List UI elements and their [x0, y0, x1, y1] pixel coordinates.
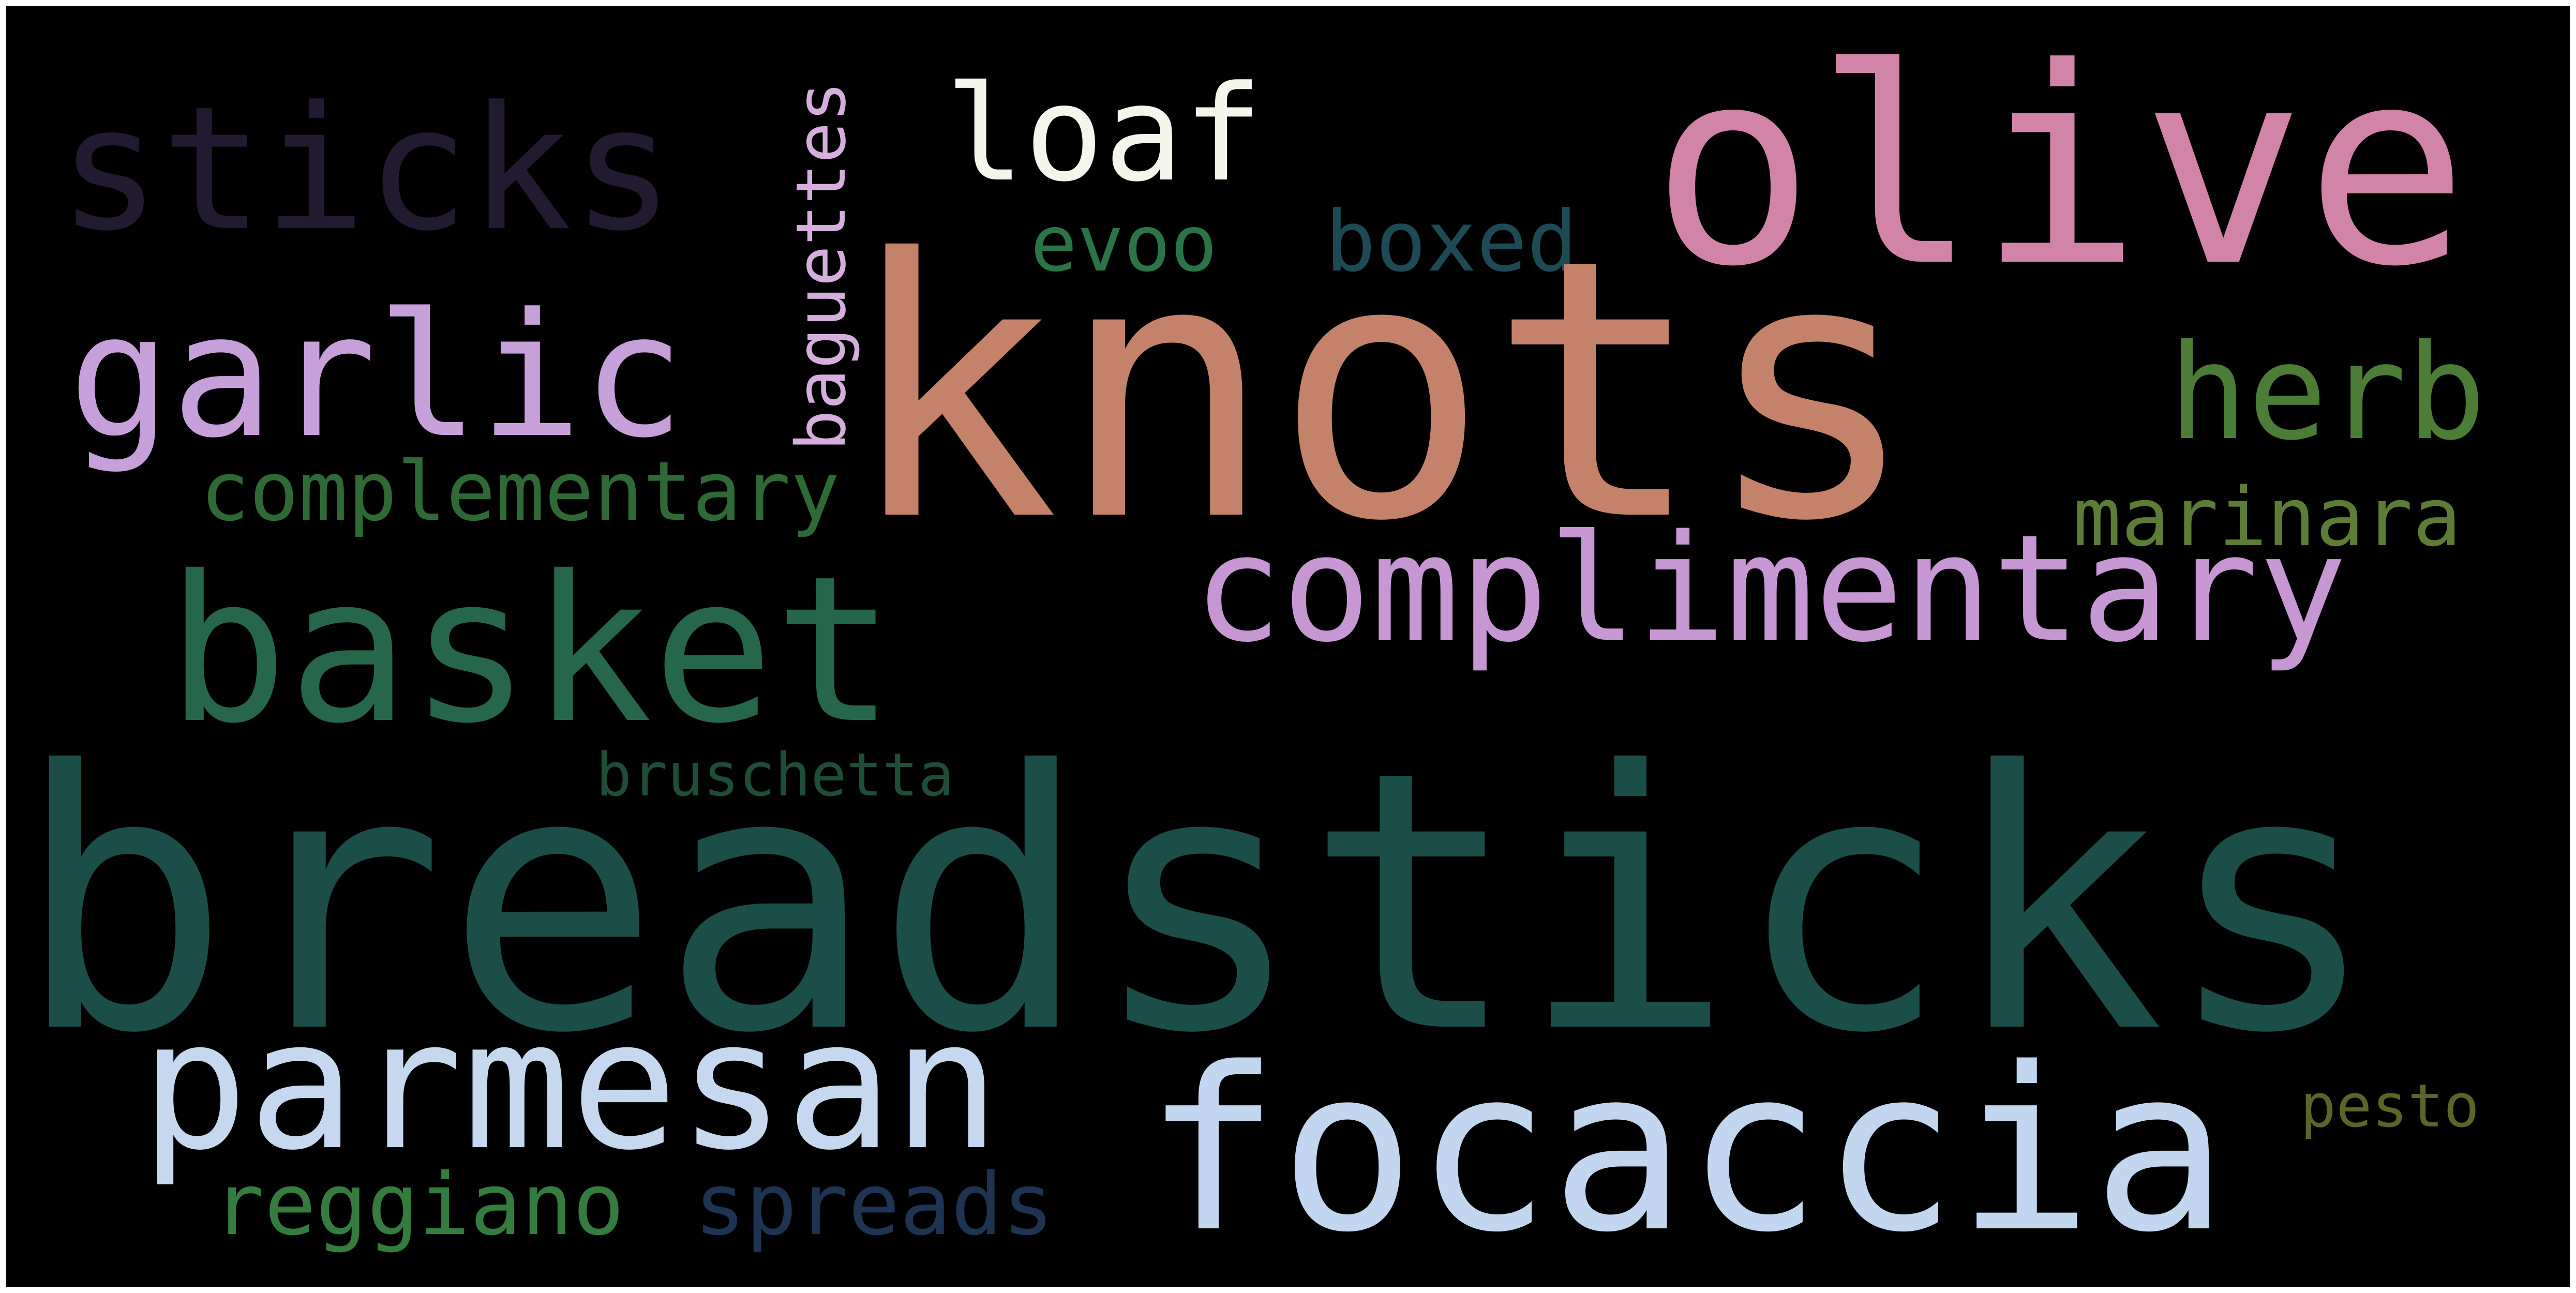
word-bruschetta: bruschetta — [596, 741, 954, 810]
word-baguettes: baguettes — [782, 81, 861, 451]
word-breadsticks: breadsticks — [16, 696, 2379, 1111]
word-evoo: evoo — [1030, 199, 1218, 289]
word-focaccia: focaccia — [1144, 1019, 2228, 1282]
word-olive: olive — [1651, 10, 2469, 326]
word-parmesan: parmesan — [141, 982, 1000, 1190]
word-boxed: boxed — [1325, 193, 1578, 291]
word-marinara: marinara — [2073, 470, 2462, 564]
word-garlic: garlic — [68, 277, 685, 475]
word-herb: herb — [2168, 316, 2487, 470]
word-complimentary: complimentary — [1193, 503, 2347, 675]
word-spreads: spreads — [694, 1155, 1054, 1254]
word-pesto: pesto — [2300, 1072, 2480, 1141]
word-reggiano: reggiano — [213, 1155, 624, 1254]
word-basket: basket — [167, 533, 895, 768]
word-cloud: sticks loaf olive evoo boxed garlic knot… — [6, 6, 2570, 1287]
word-sticks: sticks — [58, 70, 675, 268]
word-complementary: complementary — [200, 444, 840, 539]
word-knots: knots — [844, 184, 1919, 599]
word-loaf: loaf — [945, 57, 1263, 211]
